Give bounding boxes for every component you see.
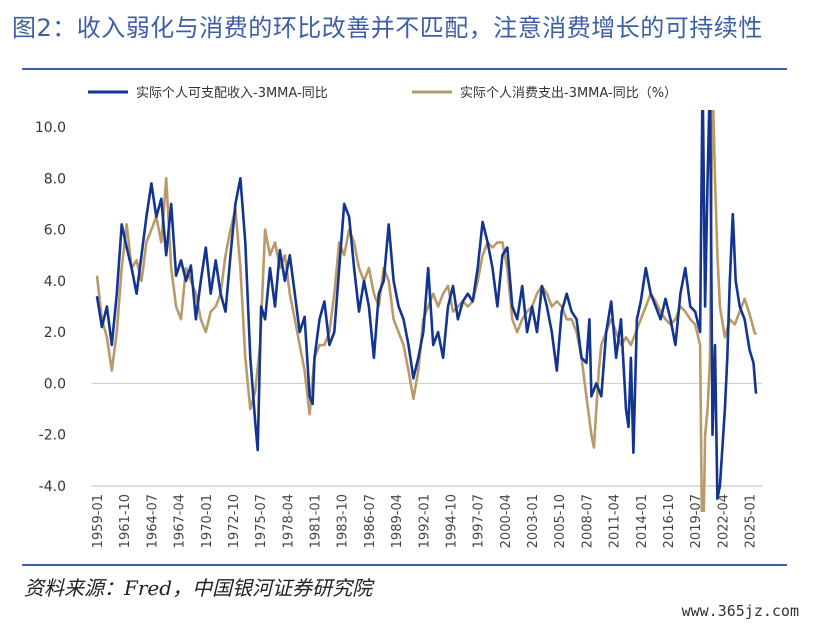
x-tick-label: 2022-04 bbox=[716, 494, 731, 548]
x-tick-label: 1967-04 bbox=[173, 494, 188, 548]
legend: 实际个人可支配收入-3MMA-同比 实际个人消费支出-3MMA-同比（%） bbox=[88, 86, 677, 101]
series-line-1 bbox=[95, 110, 758, 501]
watermark: www.365jz.com bbox=[681, 602, 799, 620]
x-tick-label: 1978-04 bbox=[281, 494, 296, 548]
y-tick-label: 10.0 bbox=[35, 120, 66, 136]
x-tick-label: 1961-10 bbox=[118, 494, 133, 548]
x-axis-ticks: 1959-01 1961-10 1964-07 1967-04 1970-01 1972-… bbox=[91, 494, 759, 548]
chart-title: 图2：收入弱化与消费的环比改善并不匹配，注意消费增长的可持续性 bbox=[12, 14, 763, 42]
legend-label-2: 实际个人消费支出-3MMA-同比（%） bbox=[460, 86, 677, 101]
x-tick-label: 2003-01 bbox=[526, 494, 541, 548]
source-rule bbox=[22, 564, 787, 566]
x-tick-label: 1989-04 bbox=[390, 494, 405, 548]
y-tick-label: 4.0 bbox=[44, 274, 66, 290]
x-tick-label: 1964-07 bbox=[145, 494, 160, 548]
y-tick-label: 2.0 bbox=[44, 325, 66, 341]
x-tick-label: 2016-10 bbox=[662, 494, 677, 548]
y-tick-label: 6.0 bbox=[44, 223, 66, 239]
legend-label-1: 实际个人可支配收入-3MMA-同比 bbox=[136, 86, 328, 101]
x-tick-label: 1972-10 bbox=[227, 494, 242, 548]
x-tick-label: 1959-01 bbox=[91, 494, 106, 548]
x-tick-label: 1983-10 bbox=[336, 494, 351, 548]
series-group bbox=[95, 110, 758, 512]
x-tick-label: 2008-07 bbox=[580, 494, 595, 548]
title-rule bbox=[22, 68, 787, 70]
x-tick-label: 1975-07 bbox=[254, 494, 269, 548]
x-tick-label: 2019-07 bbox=[689, 494, 704, 548]
y-tick-label: 8.0 bbox=[44, 171, 66, 187]
y-tick-label: -2.0 bbox=[39, 428, 66, 444]
x-tick-label: 1992-01 bbox=[417, 494, 432, 548]
x-tick-label: 2000-04 bbox=[499, 494, 514, 548]
x-tick-label: 2014-01 bbox=[635, 494, 650, 548]
x-tick-label: 2025-01 bbox=[744, 494, 759, 548]
x-tick-label: 1986-07 bbox=[363, 494, 378, 548]
y-axis-ticks: 10.0 8.0 6.0 4.0 2.0 0.0 -2.0 -4.0 bbox=[35, 120, 66, 495]
x-tick-label: 1970-01 bbox=[200, 494, 215, 548]
x-tick-label: 1997-07 bbox=[472, 494, 487, 548]
y-tick-label: 0.0 bbox=[44, 376, 66, 392]
x-tick-label: 2005-10 bbox=[553, 494, 568, 548]
x-tick-label: 1994-10 bbox=[444, 494, 459, 548]
series-line-2 bbox=[95, 110, 758, 512]
x-tick-label: 1981-01 bbox=[309, 494, 324, 548]
y-tick-label: -4.0 bbox=[39, 479, 66, 495]
x-tick-label: 2011-04 bbox=[608, 494, 623, 548]
source-note: 资料来源：Fred，中国银河证券研究院 bbox=[24, 576, 373, 600]
